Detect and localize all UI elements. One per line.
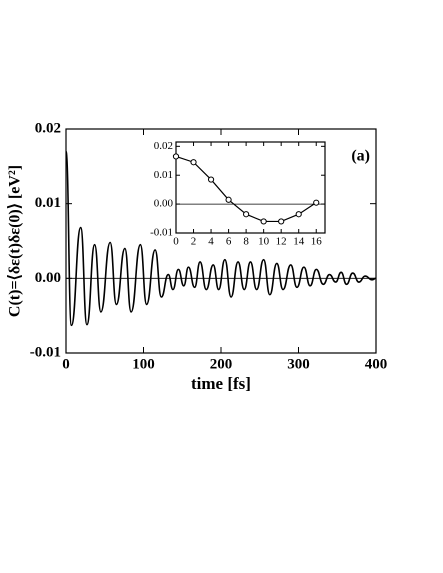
y-tick-label: -0.01 bbox=[30, 344, 61, 360]
data-point bbox=[207, 176, 215, 183]
x-axis-label: time [fs] bbox=[191, 374, 251, 393]
x-tick-label: 6 bbox=[226, 236, 232, 248]
x-tick-label: 0 bbox=[173, 236, 179, 248]
y-tick-label: 0.01 bbox=[35, 195, 61, 211]
data-point bbox=[295, 211, 302, 218]
data-point bbox=[190, 159, 197, 166]
y-tick-label: 0.02 bbox=[35, 120, 61, 136]
data-point bbox=[260, 218, 267, 225]
x-tick-label: 300 bbox=[287, 356, 310, 372]
data-point bbox=[172, 153, 180, 160]
x-tick-label: 10 bbox=[258, 236, 270, 248]
x-tick-label: 16 bbox=[311, 236, 323, 248]
plot-frame bbox=[175, 141, 326, 234]
data-point bbox=[313, 199, 320, 206]
x-tick-label: 0 bbox=[62, 356, 70, 372]
x-tick-label: 200 bbox=[210, 356, 233, 372]
x-tick-label: 100 bbox=[132, 356, 155, 372]
x-tick-label: 400 bbox=[365, 356, 388, 372]
data-point bbox=[225, 196, 232, 203]
x-tick-label: 14 bbox=[293, 236, 305, 248]
x-tick-label: 2 bbox=[191, 236, 197, 248]
y-tick-label: 0.00 bbox=[35, 270, 61, 286]
data-point bbox=[243, 211, 250, 218]
y-axis-label: C(t)=⟨δε(t)δε(0)⟩ [eV²] bbox=[7, 165, 24, 317]
y-tick-label: 0.02 bbox=[154, 140, 173, 152]
data-line bbox=[65, 150, 377, 327]
y-tick-label: -0.01 bbox=[150, 227, 173, 239]
annotation: (a) bbox=[351, 148, 370, 165]
x-tick-label: 4 bbox=[208, 236, 214, 248]
data-point bbox=[278, 218, 285, 225]
x-tick-label: 8 bbox=[243, 236, 249, 248]
y-tick-label: 0.00 bbox=[154, 198, 174, 210]
x-tick-label: 12 bbox=[276, 236, 287, 248]
y-tick-label: 0.01 bbox=[154, 169, 173, 181]
